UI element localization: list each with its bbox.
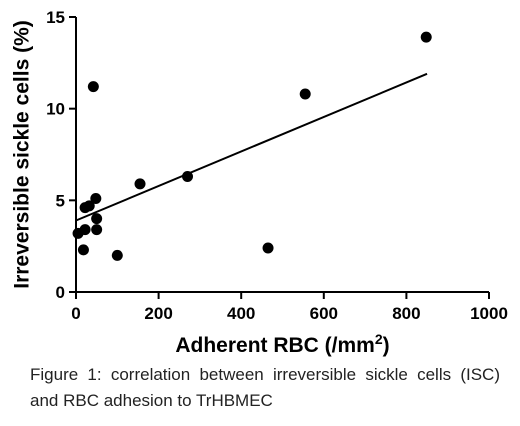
data-point (262, 242, 274, 254)
y-axis-title: Irreversible sickle cells (%) (11, 20, 34, 289)
trendline (75, 72, 428, 222)
data-point (77, 244, 89, 256)
x-tick-label: 200 (144, 304, 172, 323)
y-tick-label: 5 (56, 191, 65, 210)
scatter-chart: 0 5 10 15 0 200 400 600 800 1000 Irreversible si… (11, 8, 508, 357)
data-point (134, 178, 146, 190)
y-tick-label: 15 (46, 8, 65, 27)
trendline-group (75, 72, 428, 222)
x-axis-title: Adherent RBC (/mm2) (175, 331, 389, 357)
x-axis-title-superscript: 2 (375, 331, 383, 347)
data-point (79, 224, 91, 236)
x-axis-title-suffix: ) (383, 334, 390, 357)
y-tick-label: 10 (46, 100, 65, 119)
y-tick-label: 0 (56, 283, 65, 302)
x-axis-title-text: Adherent RBC (/mm (175, 334, 375, 357)
data-point (83, 200, 95, 212)
data-point (111, 249, 123, 261)
data-point (91, 213, 103, 225)
x-tick-label: 0 (71, 304, 80, 323)
x-axis: 0 200 400 600 800 1000 (71, 291, 508, 323)
data-point (420, 31, 432, 43)
data-point (91, 224, 103, 236)
x-tick-label: 600 (310, 304, 338, 323)
data-points (72, 31, 432, 261)
y-axis: 0 5 10 15 (46, 8, 77, 302)
x-tick-label: 800 (392, 304, 420, 323)
x-tick-label: 1000 (470, 304, 508, 323)
data-point (90, 193, 102, 204)
figure-caption: Figure 1: correlation between irreversib… (30, 365, 500, 410)
data-point (182, 171, 194, 182)
data-point (299, 88, 311, 100)
x-tick-label: 400 (227, 304, 255, 323)
data-point (87, 81, 99, 93)
